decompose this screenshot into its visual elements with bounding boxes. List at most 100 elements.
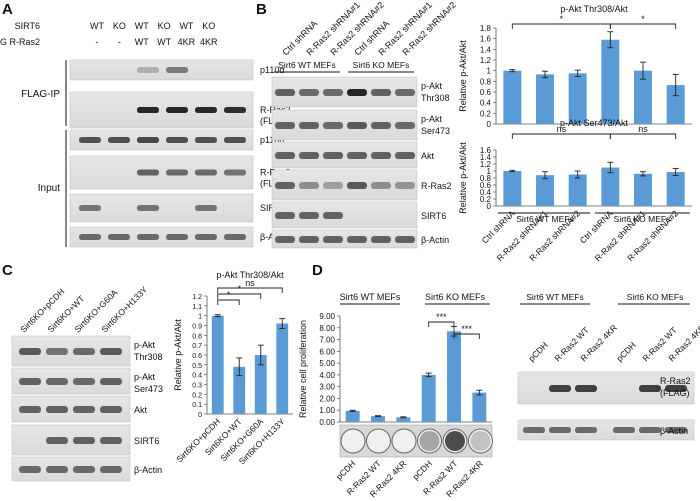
panel-b-band [299, 152, 319, 159]
panel-b-band [323, 152, 343, 159]
chart-significance-bracket [453, 333, 480, 339]
chart-significance-bracket [217, 287, 283, 293]
panel-d-band [523, 427, 545, 433]
panel-b-blot-label: SIRT6 [421, 211, 446, 221]
chart-y-tick-label: 8.00 [319, 324, 335, 333]
panel-d-band [549, 385, 571, 392]
chart-y-tick-label: 1.2 [480, 160, 492, 169]
panel-a-band [166, 107, 188, 113]
panel-a-flag-lane: 4KR [178, 37, 196, 47]
panel-a-sirt6-row-label: SIRT6 [15, 21, 40, 31]
chart-bar [634, 70, 652, 124]
panel-a-band [108, 137, 130, 143]
panel-a-blot [69, 129, 254, 151]
panel-d-band [575, 427, 597, 433]
panel-d-blot-ko-label: Sirt6 KO MEFs [627, 292, 684, 302]
chart-y-tick-label: 0.9 [192, 324, 202, 331]
chart-significance-bracket [511, 133, 611, 139]
chart-y-tick-label: 0 [487, 120, 492, 129]
chart-y-tick-label: 5.00 [319, 359, 335, 368]
chart-y-tick-label: 1.4 [480, 45, 492, 54]
panel-d-blot-wt-label: Sirt6 WT MEFs [526, 292, 583, 302]
chart-y-tick-label: 0.7 [192, 343, 202, 350]
panel-d-plate-colonies [419, 431, 440, 451]
panel-a-sirt6-lane: WT [90, 21, 104, 31]
panel-b-band [323, 212, 343, 219]
chart-y-axis-label: Relative p-Akt/Akt [458, 40, 468, 112]
panel-b-band [371, 89, 391, 96]
panel-b-band [275, 152, 295, 159]
panel-c-band [73, 437, 95, 444]
panel-a-flag-lane: 4KR [200, 37, 218, 47]
panel-c-band [100, 466, 122, 473]
panel-b-band [275, 236, 295, 243]
chart-bar [634, 173, 652, 206]
panel-c-band [100, 406, 122, 413]
panel-b-band [395, 89, 415, 96]
panel-d-blot-lane-label: pCDH [614, 340, 637, 363]
panel-a-sirt6-lane: KO [158, 21, 171, 31]
panel-a-band [79, 234, 101, 240]
chart-significance-label: * [560, 14, 564, 24]
chart-y-tick-label: 1.4 [480, 153, 492, 162]
chart-y-axis-label: Relative p-Akt/Akt [173, 319, 183, 391]
panel-a-band [224, 234, 246, 240]
chart-significance-bracket [609, 23, 677, 29]
panel-b-band [347, 236, 367, 243]
panel-c-band [46, 378, 68, 385]
panel-b-band [275, 212, 295, 219]
panel-d-plate [366, 428, 391, 454]
panel-b-band [323, 236, 343, 243]
panel-a-band [137, 234, 159, 240]
panel-a-blot [69, 59, 254, 81]
chart-y-tick-label: 1 [487, 67, 492, 76]
panel-a-flag-row-label: FLAG R-Ras2 [0, 37, 40, 47]
panel-d-blot-label-sub: (FLAG) [660, 388, 690, 398]
panel-a-band [224, 107, 246, 113]
panel-c-band [46, 466, 68, 473]
panel-c-band [19, 406, 41, 413]
chart-significance-bracket [511, 23, 611, 29]
panel-b-blot [271, 201, 418, 229]
panel-d-wt-label: Sirt6 WT MEFs [340, 292, 401, 302]
chart-bar [568, 73, 587, 124]
panel-c-band [19, 466, 41, 473]
panel-c-band [100, 437, 122, 444]
panel-a-letter: A [2, 1, 13, 18]
chart-y-tick-label: 0 [487, 202, 492, 211]
panel-d-letter: D [312, 262, 323, 279]
panel-d-band [665, 385, 687, 392]
panel-b-band [299, 122, 319, 129]
chart-bar [601, 39, 620, 124]
panel-b-blot [271, 109, 418, 141]
panel-c-blot-label-sub: Ser473 [134, 384, 163, 394]
chart-bar [536, 74, 554, 124]
panel-a-band [224, 137, 246, 143]
panel-a-band [79, 205, 101, 211]
panel-d-band [639, 385, 661, 392]
panel-b-band [299, 236, 319, 243]
panel-c-band [19, 378, 41, 385]
chart-bar [276, 323, 289, 414]
panel-b-band [299, 212, 319, 219]
panel-c-letter: C [2, 262, 13, 279]
panel-b-blot-label: p-Akt [421, 81, 443, 91]
panel-b-blot-label-sub: Ser473 [421, 126, 450, 136]
panel-b-blot-label: R-Ras2 [421, 181, 452, 191]
panel-a-sirt6-lane: KO [113, 21, 126, 31]
panel-c-blot-label-sub: Thr308 [134, 352, 163, 362]
panel-a-band [195, 107, 217, 113]
chart-y-tick-label: 0.4 [192, 373, 202, 380]
chart-bar [666, 172, 685, 206]
panel-a-input-label: Input [38, 183, 60, 194]
panel-b-band [299, 182, 319, 189]
chart-b-ko-group-label: Sirt6 KO MEFs [614, 214, 671, 224]
chart-bar [666, 85, 685, 124]
chart-significance-label: *** [461, 324, 472, 334]
chart-b-wt-group-label: Sirt6 WT MEFs [516, 214, 573, 224]
panel-c-band [100, 378, 122, 385]
chart-y-tick-label: 0.8 [192, 333, 202, 340]
chart-y-tick-label: 4.00 [319, 371, 335, 380]
panel-a-band [195, 137, 217, 143]
